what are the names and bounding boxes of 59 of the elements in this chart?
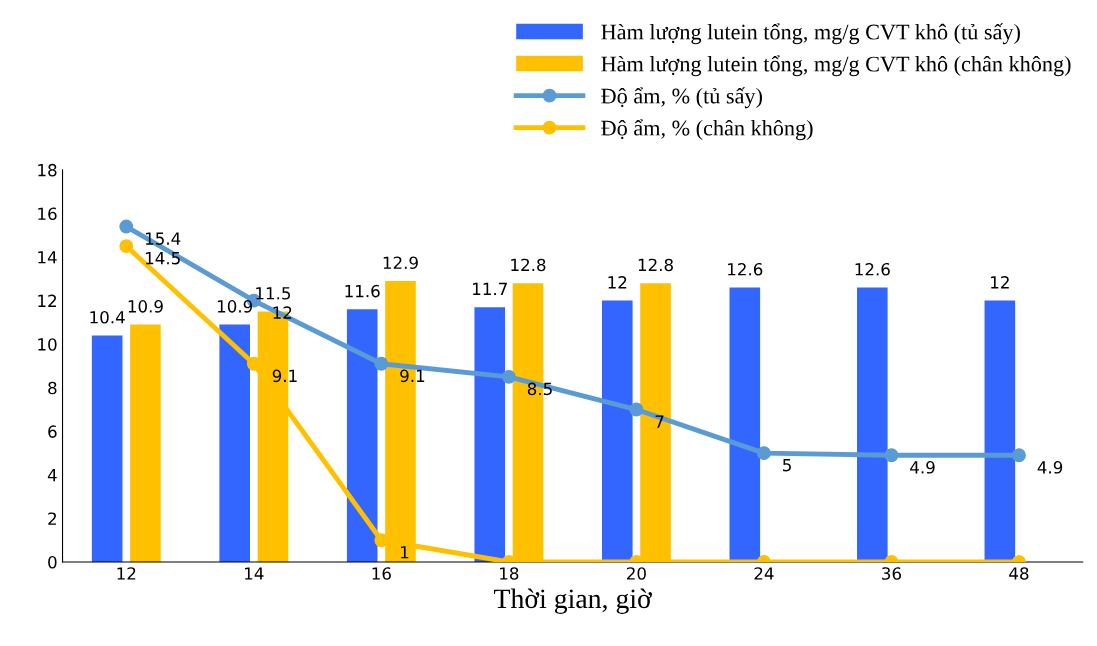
data-label: 4.9 [1037, 461, 1063, 474]
bar [130, 324, 161, 563]
legend-label: Độ ẩm, % (tủ sấy) [601, 87, 762, 109]
x-tick-label: 48 [1009, 567, 1029, 580]
point [756, 446, 771, 461]
data-label: 4.9 [910, 461, 935, 474]
data-label: 12.6 [855, 262, 890, 276]
data-label: 12.8 [638, 258, 673, 272]
y-tick-label: 4 [47, 469, 57, 482]
data-label: 5 [783, 459, 791, 472]
data-label: 10.9 [217, 300, 253, 313]
y-tick-label: 2 [48, 512, 56, 525]
bar [474, 307, 506, 563]
legend-label: Độ ẩm, % (chân không) [601, 119, 813, 141]
y-tick-label: 10 [38, 338, 57, 351]
data-label: 12.6 [728, 262, 763, 276]
point [884, 448, 899, 463]
y-tick-label: 14 [38, 251, 57, 264]
data-label: 11.6 [345, 284, 380, 298]
x-axis-title: Thời gian, giờ [494, 588, 653, 614]
data-label: 10.9 [128, 300, 163, 313]
x-tick-label: 12 [117, 567, 136, 580]
point [629, 402, 644, 417]
y-tick-label: 0 [48, 555, 57, 569]
x-tick-label: 20 [627, 567, 646, 580]
data-label: 11.7 [473, 282, 507, 295]
data-label: 1 [401, 546, 409, 559]
data-label: 10.4 [90, 310, 125, 324]
bar [984, 300, 1016, 563]
data-label: 12 [991, 276, 1009, 289]
legend-label: Hàm lượng lutein tổng, mg/g CVT khô (tủ sấy) [601, 23, 1020, 45]
data-label: 7 [655, 415, 664, 428]
bar [857, 287, 888, 563]
point [374, 356, 389, 371]
data-label: 14.5 [145, 252, 180, 265]
bar [346, 309, 378, 563]
bar [601, 300, 633, 563]
x-tick-label: 18 [500, 567, 519, 580]
bar [729, 287, 761, 563]
y-tick-label: 12 [38, 294, 56, 307]
point [1012, 448, 1026, 463]
bar [219, 324, 250, 563]
x-tick-label: 14 [245, 567, 264, 580]
point [119, 239, 134, 254]
x-tick-label: 24 [754, 567, 774, 580]
y-tick-label: 8 [48, 381, 57, 395]
y-tick-label: 16 [38, 207, 57, 221]
legend-label: Hàm lượng lutein tổng, mg/g CVT khô (chân không) [601, 55, 1071, 77]
point [119, 219, 134, 234]
point [501, 369, 516, 384]
data-label: 11.5 [256, 287, 291, 300]
x-tick-label: 16 [372, 567, 391, 580]
bar [91, 335, 123, 563]
x-tick-label: 36 [882, 567, 901, 580]
data-label: 12.8 [511, 258, 546, 272]
data-label: 12.9 [383, 256, 418, 270]
y-tick-label: 6 [48, 425, 57, 438]
data-label: 12 [608, 276, 627, 289]
y-tick-label: 18 [38, 163, 57, 177]
